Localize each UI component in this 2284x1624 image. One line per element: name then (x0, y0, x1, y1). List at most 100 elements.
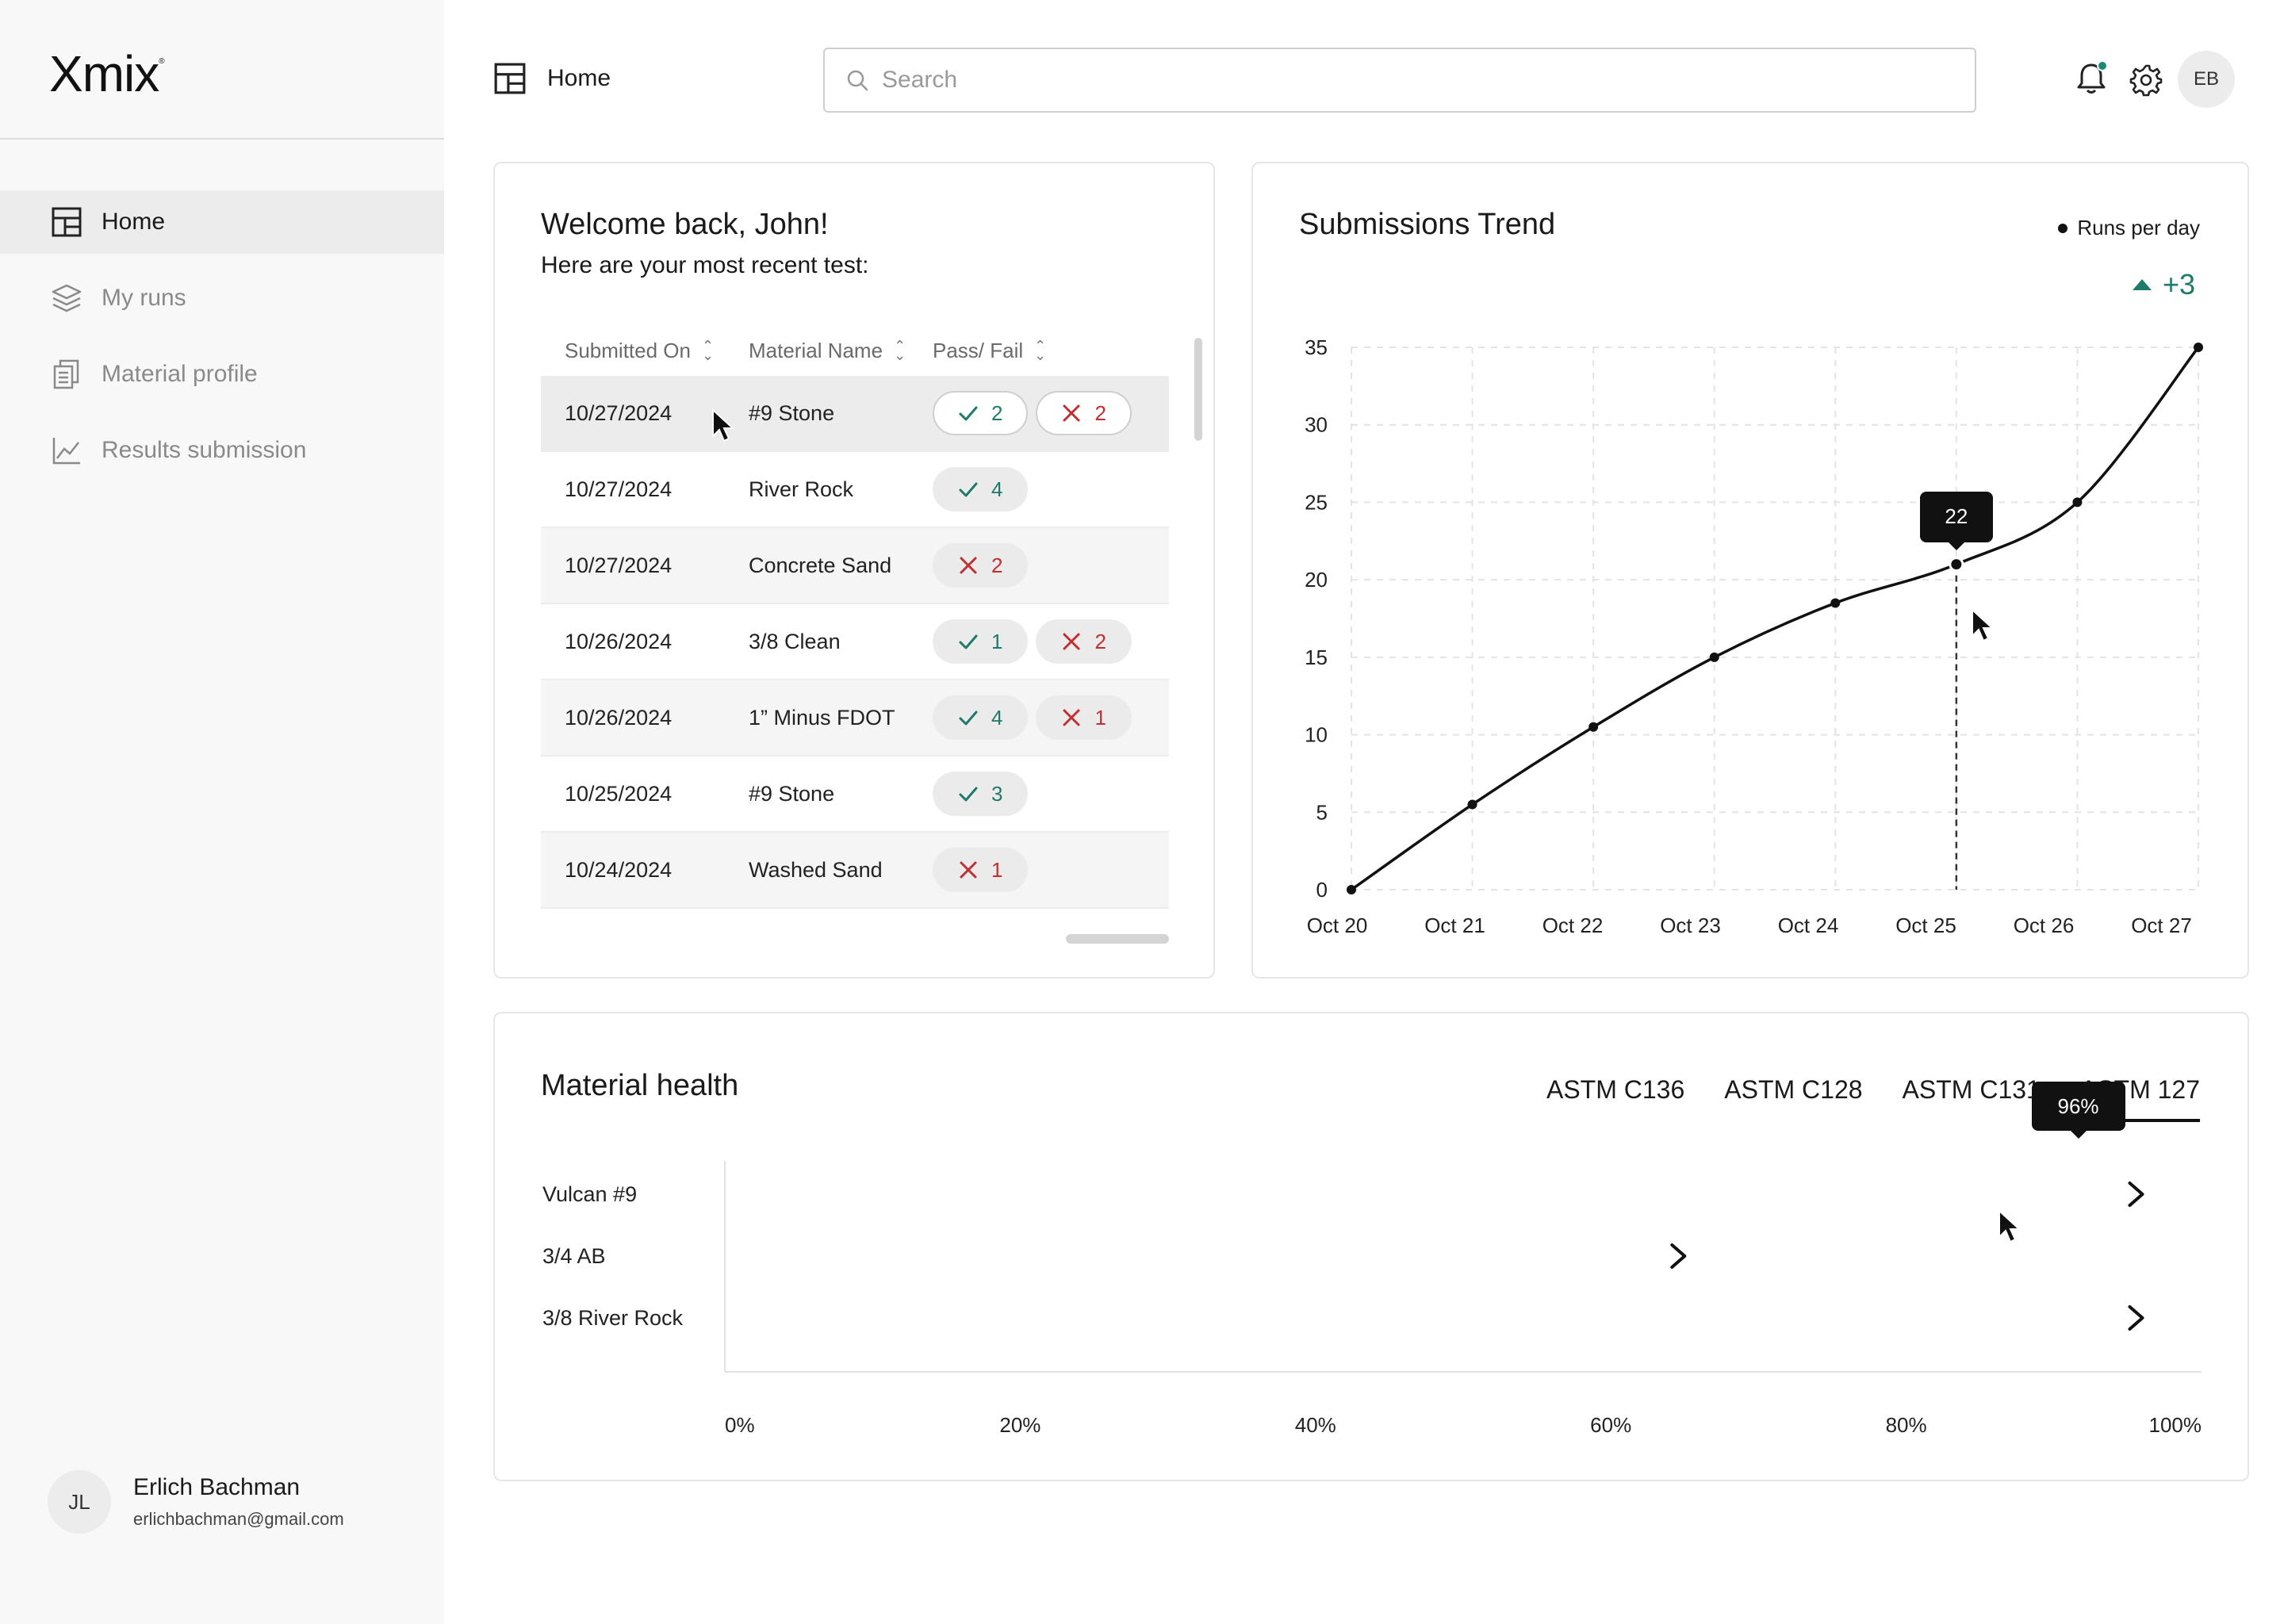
material-name: 3/8 Clean (749, 629, 841, 653)
user-name: Erlich Bachman (133, 1474, 301, 1500)
recent-tests-card: Welcome back, John! Here are your most r… (493, 162, 1215, 979)
sort-icon[interactable]: ⌃ ⌄ (894, 338, 906, 363)
pass-count-badge[interactable]: 3 (933, 772, 1029, 816)
fail-count-badge[interactable]: 1 (1036, 695, 1132, 740)
tab-astm-c131[interactable]: ASTM C131 (1902, 1075, 2041, 1104)
y-tick-label: 30 (1305, 413, 1328, 437)
column-label: Material Name (749, 338, 883, 362)
sidebar-item-home[interactable]: Home (0, 190, 444, 254)
fail-count-badge[interactable]: 2 (1036, 391, 1132, 435)
pass-count-badge[interactable]: 4 (933, 467, 1029, 511)
welcome-subtitle: Here are your most recent test: (541, 252, 869, 278)
settings-button[interactable] (2126, 60, 2166, 100)
fail-count: 1 (991, 857, 1003, 882)
notification-badge (2097, 60, 2108, 71)
table-row[interactable]: 10/26/2024 3/8 Clean 1 2 (541, 604, 1169, 680)
home-grid-icon (494, 63, 526, 94)
sort-icon[interactable]: ⌃ ⌄ (701, 338, 715, 363)
table-row[interactable]: 10/27/2024 River Rock 4 (541, 452, 1169, 528)
x-tick-label: 100% (2149, 1413, 2202, 1437)
trend-chart: 0 5 10 15 20 25 30 35 Oct 20 Oct 21 Oct 22 Oct 23 Oc… (1305, 335, 2203, 937)
legend-dot (2058, 223, 2068, 233)
cross-icon (960, 557, 977, 574)
check-icon (959, 787, 978, 802)
x-tick-label: 0% (725, 1413, 755, 1437)
bar-tooltip: 96% (2031, 1082, 2125, 1139)
x-tick-label: Oct 20 (1307, 914, 1368, 937)
material-name: Washed Sand (749, 857, 883, 882)
avatar[interactable]: JL (48, 1470, 111, 1534)
y-tick-label: 35 (1305, 335, 1328, 359)
layers-icon (51, 282, 82, 314)
series-line-runs-per-day (1350, 346, 2200, 891)
y-tick-label: 25 (1305, 490, 1328, 514)
cross-icon (1063, 709, 1080, 726)
pass-count: 3 (991, 781, 1003, 806)
y-tick-label: 5 (1316, 800, 1328, 824)
data-point (1347, 885, 1356, 894)
home-grid-icon (51, 206, 82, 238)
sidebar-item-my-runs[interactable]: My runs (0, 266, 444, 330)
table-row[interactable]: 10/24/2024 Washed Sand 1 (541, 833, 1169, 909)
vertical-scrollbar[interactable] (1194, 338, 1202, 441)
check-icon (959, 482, 978, 497)
bar-arrow-head (2128, 1182, 2144, 1207)
horizontal-scrollbar[interactable] (1066, 934, 1169, 944)
pass-fail-cell: 4 (933, 467, 1169, 511)
pass-count-badge[interactable]: 1 (933, 619, 1029, 664)
table-row[interactable]: 10/27/2024 Concrete Sand 2 (541, 528, 1169, 604)
y-tick-label: 20 (1305, 568, 1328, 592)
sidebar-item-material-profile[interactable]: Material profile (0, 343, 444, 406)
notifications-button[interactable] (2071, 59, 2111, 98)
fail-count-badge[interactable]: 2 (1036, 619, 1132, 664)
material-health-chart: 0% 20% 40% 60% 80% 100% Vulcan #9 3/4 AB 3/8 Riv… (542, 1161, 2202, 1437)
y-tick-label: 0 (1316, 878, 1328, 902)
x-tick-label: Oct 24 (1778, 914, 1839, 937)
avatar[interactable]: EB (2178, 51, 2235, 108)
y-tick-label: 10 (1305, 723, 1328, 747)
chart-legend: Runs per day (2058, 216, 2200, 240)
column-header-submitted-on[interactable]: Submitted On ⌃ ⌄ (541, 339, 739, 363)
app-logo[interactable]: Xmix® (49, 45, 165, 102)
table-row[interactable]: 10/25/2024 #9 Stone 3 (541, 756, 1169, 833)
sidebar-item-label: Results submission (102, 437, 307, 463)
pass-count-badge[interactable]: 4 (933, 695, 1029, 740)
sidebar-divider (0, 138, 444, 140)
column-header-pass-fail[interactable]: Pass/ Fail ⌃ ⌄ (933, 339, 1046, 363)
recent-tests-table: Submitted On ⌃ ⌄ Material Name ⌃ ⌄ Pass/ F… (541, 325, 1169, 909)
user-profile[interactable]: JL Erlich Bachman erlichbachman@gmail.co… (48, 1470, 344, 1534)
x-tick-label: 60% (1590, 1413, 1631, 1437)
material-name: #9 Stone (749, 781, 835, 806)
x-tick-label: 40% (1295, 1413, 1336, 1437)
table-row[interactable]: 10/26/2024 1” Minus FDOT 4 1 (541, 680, 1169, 756)
tab-astm-c128[interactable]: ASTM C128 (1724, 1075, 1863, 1104)
submissions-trend-card: 0 5 10 15 20 25 30 35 Oct 20 Oct 21 Oct 22 Oct 23 Oc… (1251, 162, 2249, 979)
column-header-material-name[interactable]: Material Name ⌃ ⌄ (739, 339, 933, 363)
cross-icon (1063, 633, 1080, 650)
submitted-date: 10/27/2024 (565, 553, 673, 577)
search-box[interactable] (823, 48, 1976, 113)
mouse-cursor-icon (1972, 607, 1995, 642)
pass-count-badge[interactable]: 2 (933, 391, 1029, 435)
x-tick-label: 20% (999, 1413, 1040, 1437)
submitted-date: 10/27/2024 (565, 477, 673, 501)
sidebar-item-results-submission[interactable]: Results submission (0, 419, 444, 482)
sidebar: Xmix® Home My runs Material profile Resu… (0, 0, 444, 1624)
pass-count: 4 (991, 477, 1003, 501)
submitted-date: 10/25/2024 (565, 781, 673, 806)
x-tick-label: Oct 23 (1660, 914, 1721, 937)
fail-count-badge[interactable]: 2 (933, 543, 1029, 588)
tab-astm-c136[interactable]: ASTM C136 (1546, 1075, 1685, 1104)
x-tick-label: 80% (1886, 1413, 1927, 1437)
sidebar-item-label: Home (102, 209, 166, 235)
table-row[interactable]: 10/27/2024 #9 Stone 2 2 (541, 376, 1169, 452)
column-label: Pass/ Fail (933, 338, 1024, 362)
column-label: Submitted On (565, 338, 691, 362)
material-health-title: Material health (541, 1069, 739, 1102)
submitted-date: 10/27/2024 (565, 400, 673, 425)
legend-label: Runs per day (2077, 216, 2200, 239)
search-input[interactable] (882, 67, 1913, 94)
sort-icon[interactable]: ⌃ ⌄ (1034, 338, 1047, 363)
fail-count-badge[interactable]: 1 (933, 848, 1029, 892)
